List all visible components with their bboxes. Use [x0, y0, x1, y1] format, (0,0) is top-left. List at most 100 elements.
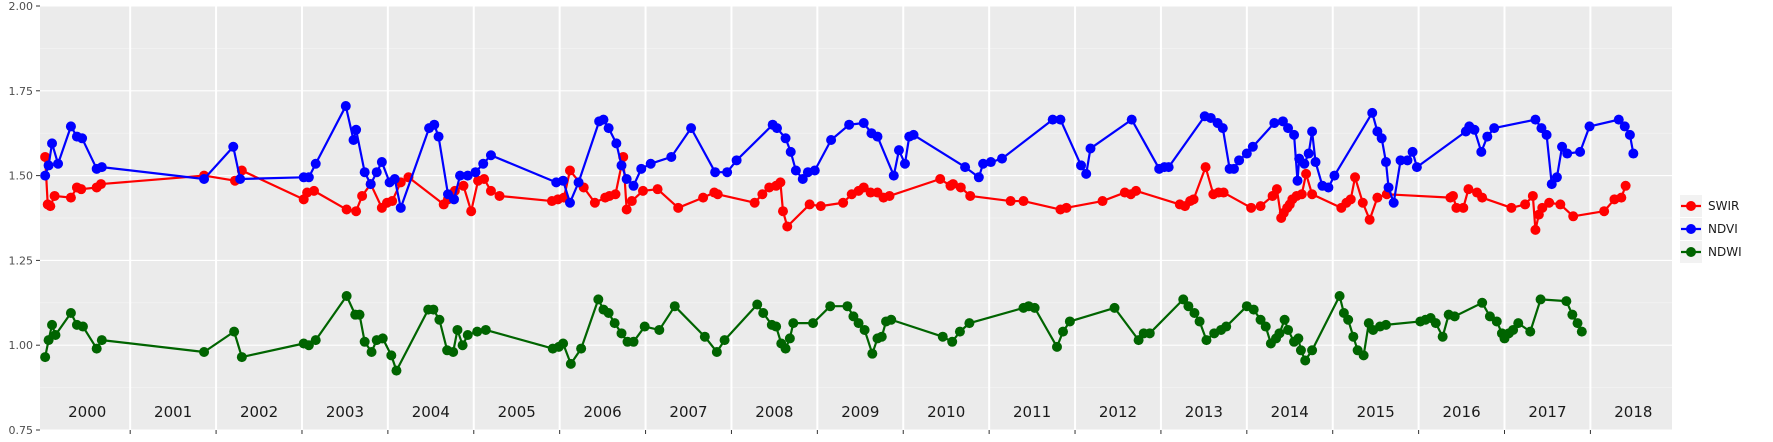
- swir-point: [45, 201, 56, 212]
- ndwi-point: [1248, 304, 1259, 315]
- year-label: 2012: [1099, 403, 1137, 421]
- swir-point: [777, 206, 788, 217]
- ndwi-point: [1144, 328, 1155, 339]
- ndvi-point: [371, 167, 382, 178]
- swir-point: [673, 202, 684, 213]
- swir-point: [1350, 172, 1361, 183]
- ndwi-point: [947, 336, 958, 347]
- ndwi-point: [788, 318, 799, 329]
- year-label: 2014: [1271, 403, 1309, 421]
- ndvi-point: [303, 172, 314, 183]
- ndwi-point: [391, 365, 402, 376]
- ndvi-point: [628, 180, 639, 191]
- ndvi-point: [1624, 129, 1635, 140]
- ndwi-point: [1535, 294, 1546, 305]
- swir-point: [1372, 192, 1383, 203]
- ndwi-point: [842, 301, 853, 312]
- year-label: 2005: [498, 403, 536, 421]
- ndvi-point: [1628, 148, 1639, 159]
- ndvi-point: [1303, 148, 1314, 159]
- ndvi-point: [1541, 129, 1552, 140]
- ndvi-point: [790, 165, 801, 176]
- ndwi-point: [1491, 316, 1502, 327]
- legend: SWIR NDVI NDWI: [1680, 195, 1742, 263]
- swir-point: [387, 196, 398, 207]
- ndvi-point: [478, 158, 489, 169]
- ndvi-point: [1329, 170, 1340, 181]
- ndvi-point: [785, 146, 796, 157]
- year-label: 2011: [1013, 403, 1051, 421]
- ndvi-point: [780, 133, 791, 144]
- ndvi-point: [844, 119, 855, 130]
- ndvi-point: [1299, 158, 1310, 169]
- ndvi-point: [603, 123, 614, 134]
- ndwi-point: [1561, 296, 1572, 307]
- swir-point: [757, 189, 768, 200]
- legend-label-swir: SWIR: [1708, 199, 1739, 213]
- ndvi-point: [1085, 143, 1096, 154]
- ndvi-point: [1047, 114, 1058, 125]
- year-separators: [129, 6, 1592, 430]
- ndwi-point: [1567, 309, 1578, 320]
- x-axis-ticks: [129, 430, 1591, 434]
- ndwi-point: [609, 318, 620, 329]
- ndwi-point: [359, 336, 370, 347]
- ndwi-point: [616, 328, 627, 339]
- ndvi-point: [1247, 141, 1258, 152]
- ndwi-point: [886, 314, 897, 325]
- swir-point: [564, 165, 575, 176]
- year-label: 2004: [412, 403, 450, 421]
- series-layer: [40, 101, 1639, 376]
- ndvi-point: [558, 175, 569, 186]
- swir-point: [1544, 197, 1555, 208]
- year-label: 2010: [927, 403, 965, 421]
- ndvi-point: [858, 118, 869, 129]
- ndwi-point: [711, 346, 722, 357]
- ndwi-point: [47, 319, 58, 330]
- ndvi-point: [365, 179, 376, 190]
- swir-point: [494, 190, 505, 201]
- year-label: 2013: [1185, 403, 1223, 421]
- ndwi-point: [867, 348, 878, 359]
- ndvi-point: [395, 202, 406, 213]
- ndwi-point: [199, 346, 210, 357]
- ndvi-point: [616, 160, 627, 171]
- swir-point: [1463, 184, 1474, 195]
- ndvi-point: [462, 170, 473, 181]
- ndvi-point: [872, 131, 883, 142]
- ndwi-point: [377, 333, 388, 344]
- swir-point: [466, 206, 477, 217]
- ndwi-point: [780, 343, 791, 354]
- swir-point: [65, 192, 76, 203]
- ndvi-point: [43, 160, 54, 171]
- ndvi-point: [485, 150, 496, 161]
- ndvi-point: [1292, 175, 1303, 186]
- ndwi-point: [639, 321, 650, 332]
- ndwi-point: [1201, 335, 1212, 346]
- ndvi-point: [899, 158, 910, 169]
- ndvi-point: [1076, 160, 1087, 171]
- ndwi-point: [472, 326, 483, 337]
- ndwi-point: [1293, 333, 1304, 344]
- ndwi-point: [50, 330, 61, 341]
- ndwi-point: [1283, 324, 1294, 335]
- ndvi-point: [1476, 146, 1487, 157]
- swir-point: [955, 182, 966, 193]
- ndvi-point: [433, 131, 444, 142]
- swir-point: [1599, 206, 1610, 217]
- year-labels: 2000 2001 2002 2003 2004 2005 2006 2007 2008 2009…: [68, 403, 1652, 421]
- ndwi-point: [428, 304, 439, 315]
- ndwi-point: [1358, 350, 1369, 361]
- ndvi-point: [47, 138, 58, 149]
- ndwi-point: [229, 326, 240, 337]
- ndvi-point: [960, 162, 971, 173]
- ndvi-point: [1407, 146, 1418, 157]
- year-label: 2007: [669, 403, 707, 421]
- ndwi-point: [848, 311, 859, 322]
- swir-point: [1620, 180, 1631, 191]
- ndwi-point: [1058, 326, 1069, 337]
- ndwi-point: [1133, 335, 1144, 346]
- ndvi-point: [199, 173, 210, 184]
- ndwi-point: [434, 314, 445, 325]
